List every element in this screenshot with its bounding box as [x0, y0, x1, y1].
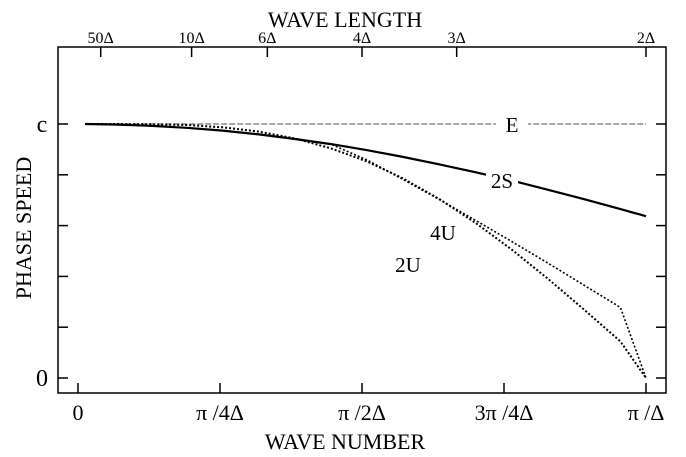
series-label-bg: [427, 222, 459, 244]
x-tick-label: 3π /4Δ: [475, 400, 534, 425]
top-tick-label: 3Δ: [448, 30, 466, 47]
top-tick-label: 10Δ: [178, 30, 204, 47]
series-line-4u: [85, 123, 647, 379]
series-label-bg: [392, 254, 424, 276]
top-tick-label: 6Δ: [258, 30, 276, 47]
x-tick-label: 0: [73, 400, 84, 425]
y-tick-label: c: [37, 112, 48, 138]
plot-frame-layer: [57, 46, 667, 394]
top-tick-label: 2Δ: [637, 30, 655, 47]
top-tick-label: 50Δ: [88, 30, 114, 47]
top-tick-label: 4Δ: [353, 30, 371, 47]
series-label-e: E: [506, 113, 519, 137]
x-tick-label: π /Δ: [628, 400, 665, 425]
series-layer: [85, 122, 647, 379]
x-tick-label: π /2Δ: [338, 400, 386, 425]
series-line-2u: [85, 123, 647, 379]
text-layer: WAVE LENGTH WAVE NUMBER PHASE SPEED 0 π /…: [11, 7, 664, 454]
plot-frame: [57, 46, 667, 394]
tick-layer: [58, 47, 666, 393]
series-label-2s: 2S: [491, 169, 513, 193]
series-label-2u: 2U: [395, 253, 421, 277]
y-tick-label: 0: [36, 366, 48, 392]
series-label-bg: [496, 114, 528, 136]
x-axis-title: WAVE NUMBER: [265, 429, 426, 454]
series-line-2s: [85, 122, 647, 218]
series-label-4u: 4U: [430, 221, 456, 245]
series-label-bg: [486, 170, 518, 192]
top-axis-title: WAVE LENGTH: [268, 7, 422, 32]
x-tick-label: π /4Δ: [196, 400, 244, 425]
y-axis-title: PHASE SPEED: [11, 157, 36, 299]
